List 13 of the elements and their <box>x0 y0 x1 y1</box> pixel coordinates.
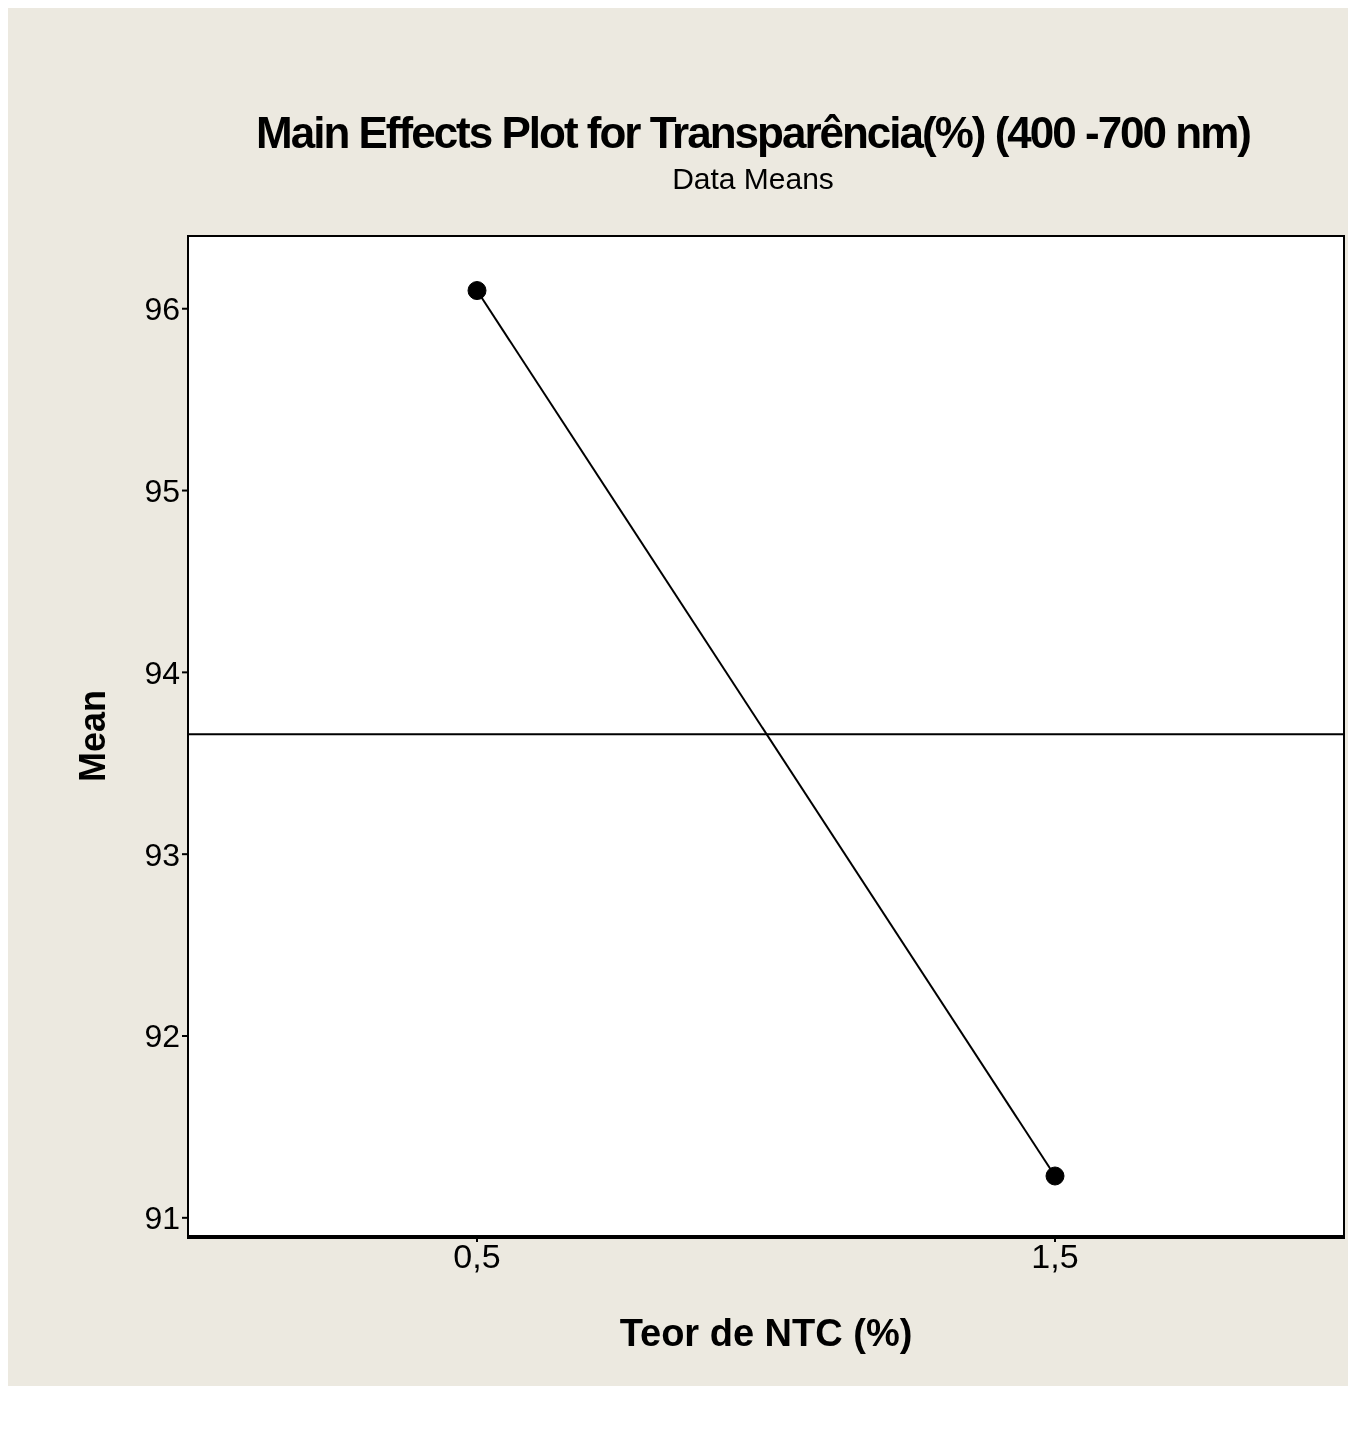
x-tick-label: 0,5 <box>453 1237 501 1276</box>
y-axis-title: Mean <box>71 689 113 783</box>
page-background: Main Effects Plot for Transparência(%) (400 -700 nm) Data Means 0,5 1,5 Teor de NTC (%) 91 92 93 94 95 96 Mean <box>8 8 1348 1386</box>
y-tick-label: 94 <box>144 654 180 691</box>
x-tick-label: 1,5 <box>1031 1237 1079 1276</box>
y-tick-label: 93 <box>144 836 180 873</box>
y-tick-label: 96 <box>144 291 180 328</box>
y-tick-label: 92 <box>144 1018 180 1055</box>
chart-title: Main Effects Plot for Transparência(%) (400 -700 nm) <box>255 108 1251 158</box>
y-tick-label: 91 <box>144 1200 180 1237</box>
x-axis-title: Teor de NTC (%) <box>619 1312 913 1354</box>
chart-subtitle: Data Means <box>671 162 835 196</box>
y-tick-label: 95 <box>144 472 180 509</box>
